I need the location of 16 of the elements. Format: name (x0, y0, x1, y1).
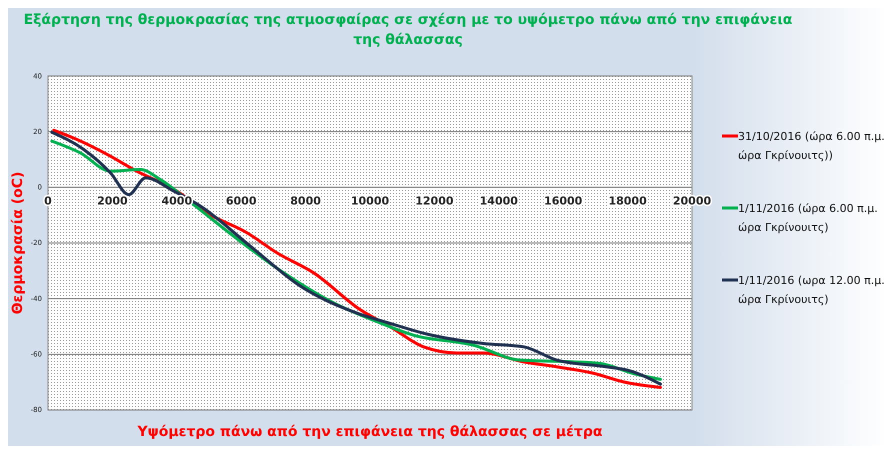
y-axis-title: Θερμοκρασία (oC) (10, 172, 26, 314)
x-tick-label: 0 (44, 194, 52, 208)
x-tick-label: 10000 (350, 194, 390, 208)
x-tick-label: 6000 (226, 194, 257, 208)
x-tick-label: 14000 (480, 194, 518, 208)
x-axis-title: Υψόμετρο πάνω από την επιφάνεια της θάλασσας σε μέτρα (136, 424, 603, 440)
legend-label: 31/10/2016 (ώρα 6.00 π.μ. ώρα Γκρίνουιτς)) (738, 130, 885, 162)
legend-label: 1/11/2016 (ωρα 12.00 π.μ. ώρα Γκρίνουιτς) (738, 274, 885, 306)
chart-title: Εξάρτηση της θερμοκρασίας της ατμοσφαίρας σε σχέση με το υψόμετρο πάνω από την επιφάνεια της θάλασσας (24, 12, 793, 48)
x-tick-label: 12000 (415, 194, 454, 208)
legend-label: 1/11/2016 (ώρα 6.00 π.μ. ώρα Γκρίνουιτς) (738, 202, 878, 234)
x-tick-label: 16000 (544, 194, 583, 208)
x-tick-label: 20000 (672, 194, 712, 208)
x-tick-label: 2000 (97, 194, 128, 208)
x-tick-label: 18000 (608, 194, 648, 208)
x-tick-label: 8000 (290, 194, 322, 208)
